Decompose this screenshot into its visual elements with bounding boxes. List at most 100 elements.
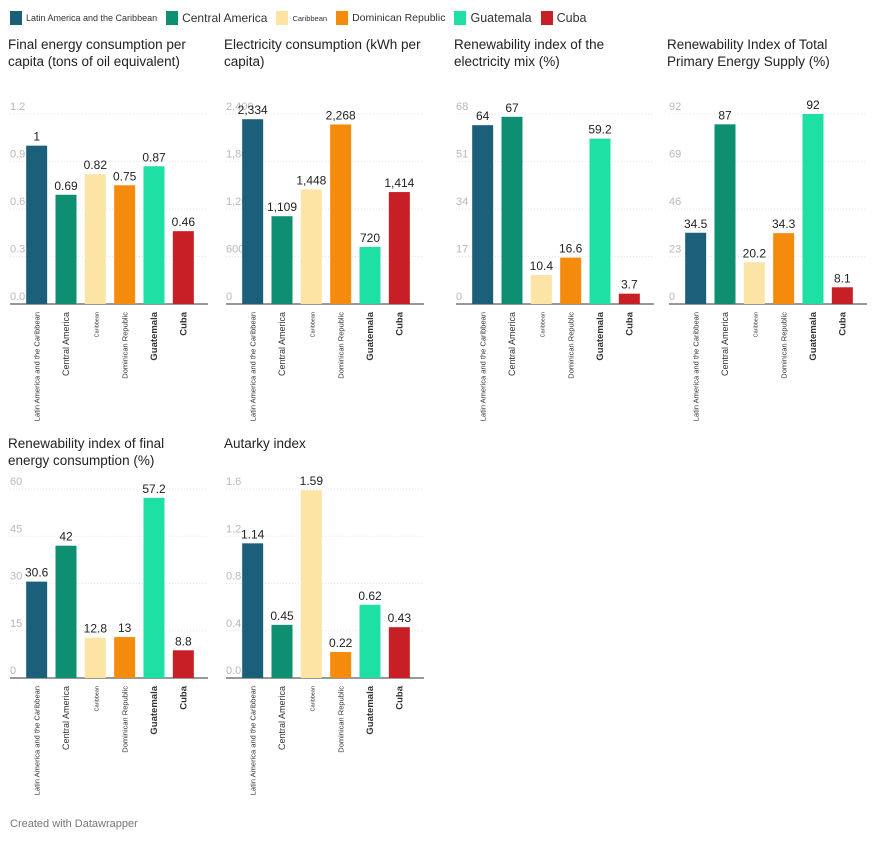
bar bbox=[831, 287, 853, 304]
x-category-label: Latin America and the Caribbean bbox=[479, 312, 488, 421]
bar-chart-svg: 0.0 0.4 0.8 1.2 1.6 1.14 Latin America and the… bbox=[226, 474, 424, 795]
bar bbox=[84, 174, 106, 304]
y-tick-label: 0.0 bbox=[226, 665, 241, 677]
data-label: 1,414 bbox=[384, 176, 414, 190]
x-category-label: Central America bbox=[61, 312, 71, 376]
chart-electricity-consumption: Electricity consumption (kWh per capita)… bbox=[224, 36, 434, 436]
bar bbox=[114, 185, 136, 304]
bar bbox=[300, 490, 322, 678]
data-label: 64 bbox=[476, 109, 490, 123]
x-category-label: Guatemala bbox=[149, 685, 160, 734]
data-label: 34.5 bbox=[684, 217, 708, 231]
x-category-label: Caribbean bbox=[753, 312, 759, 337]
bar bbox=[300, 189, 322, 304]
data-label: 1,109 bbox=[267, 200, 297, 214]
legend-swatch bbox=[336, 11, 349, 25]
bar bbox=[618, 293, 640, 304]
y-tick-label: 17 bbox=[456, 244, 468, 256]
data-label: 2,334 bbox=[238, 103, 268, 117]
chart-renewability-primary-supply: Renewability Index of Total Primary Ener… bbox=[667, 36, 877, 436]
bar-chart-svg: 0 23 46 69 92 34.5 Latin America and the Carib… bbox=[669, 98, 867, 421]
bar bbox=[714, 124, 736, 305]
legend-item: Cuba bbox=[540, 11, 587, 25]
bar bbox=[271, 216, 293, 304]
bar bbox=[143, 166, 165, 304]
x-category-label: Latin America and the Caribbean bbox=[249, 686, 258, 795]
data-label: 12.8 bbox=[84, 622, 108, 636]
data-label: 20.2 bbox=[743, 246, 767, 260]
chart-title: Renewability Index of Total Primary Ener… bbox=[667, 37, 830, 69]
y-tick-label: 46 bbox=[669, 196, 681, 208]
bar bbox=[743, 262, 765, 304]
bar bbox=[84, 637, 106, 678]
bar bbox=[26, 145, 48, 304]
legend-item: Caribbean bbox=[276, 11, 327, 25]
y-tick-label: 15 bbox=[10, 618, 22, 630]
data-label: 0.45 bbox=[270, 609, 294, 623]
legend-label: Guatemala bbox=[470, 11, 532, 25]
x-category-label: Caribbean bbox=[310, 312, 316, 337]
chart-renewability-electricity-mix: Renewability index of the electricity mi… bbox=[454, 36, 664, 436]
bar bbox=[359, 604, 381, 678]
chart-autarky-index: Autarky index 0.0 0.4 0.8 1.2 1.6 1.14 Latin A… bbox=[224, 435, 434, 825]
y-tick-label: 51 bbox=[456, 149, 468, 161]
bar bbox=[773, 233, 795, 304]
bar bbox=[242, 119, 264, 304]
data-label: 8.1 bbox=[834, 271, 851, 285]
bar bbox=[114, 637, 136, 678]
data-label: 0.22 bbox=[329, 636, 353, 650]
data-label: 1,448 bbox=[296, 173, 326, 187]
y-tick-label: 2,400 bbox=[226, 101, 254, 113]
legend-label: Central America bbox=[182, 11, 268, 25]
data-label: 0.82 bbox=[84, 158, 108, 172]
data-label: 10.4 bbox=[530, 259, 554, 273]
y-tick-label: 45 bbox=[10, 523, 22, 535]
data-label: 16.6 bbox=[559, 242, 583, 256]
x-category-label: Central America bbox=[720, 312, 730, 376]
y-tick-label: 30 bbox=[10, 571, 22, 583]
y-tick-label: 60 bbox=[10, 476, 22, 488]
data-label: 0.62 bbox=[358, 589, 382, 603]
chart-renewability-final-energy: Renewability index of final energy consu… bbox=[8, 435, 218, 825]
bar bbox=[55, 545, 77, 678]
chart-title: Final energy consumption per capita (ton… bbox=[8, 37, 186, 69]
legend-item: Latin America and the Caribbean bbox=[10, 11, 157, 25]
x-category-label: Cuba bbox=[178, 685, 189, 709]
x-category-label: Cuba bbox=[394, 311, 405, 335]
data-label: 0.69 bbox=[54, 179, 78, 193]
data-label: 57.2 bbox=[142, 482, 166, 496]
x-category-label: Caribbean bbox=[310, 686, 316, 711]
y-tick-label: 0.8 bbox=[226, 571, 241, 583]
data-label: 1 bbox=[33, 130, 40, 144]
x-category-label: Central America bbox=[277, 312, 287, 376]
x-category-label: Cuba bbox=[394, 685, 405, 709]
bar bbox=[388, 192, 410, 304]
legend-label: Latin America and the Caribbean bbox=[26, 13, 158, 23]
legend-item: Dominican Republic bbox=[336, 11, 445, 25]
data-label: 59.2 bbox=[588, 123, 612, 137]
bar bbox=[143, 497, 165, 678]
x-category-label: Cuba bbox=[178, 311, 189, 335]
x-category-label: Cuba bbox=[624, 311, 635, 335]
y-tick-label: 0 bbox=[10, 665, 16, 677]
bar bbox=[388, 627, 410, 678]
x-category-label: Dominican Republic bbox=[780, 312, 789, 379]
legend-item: Central America bbox=[166, 11, 267, 25]
x-category-label: Dominican Republic bbox=[337, 312, 346, 379]
bar bbox=[359, 247, 381, 304]
legend-label: Caribbean bbox=[292, 13, 328, 23]
x-category-label: Guatemala bbox=[365, 311, 376, 360]
y-tick-label: 1.2 bbox=[226, 523, 241, 535]
legend-swatch bbox=[10, 11, 22, 25]
bar bbox=[55, 194, 77, 304]
bar bbox=[530, 274, 552, 304]
y-tick-label: 34 bbox=[456, 196, 468, 208]
bar bbox=[242, 543, 264, 678]
x-category-label: Dominican Republic bbox=[337, 686, 346, 753]
data-label: 3.7 bbox=[621, 278, 638, 292]
x-category-label: Latin America and the Caribbean bbox=[692, 312, 701, 421]
bar bbox=[589, 138, 611, 304]
data-label: 0.87 bbox=[142, 150, 166, 164]
credit-text: Created with Datawrapper bbox=[10, 818, 138, 830]
data-label: 0.46 bbox=[172, 215, 196, 229]
